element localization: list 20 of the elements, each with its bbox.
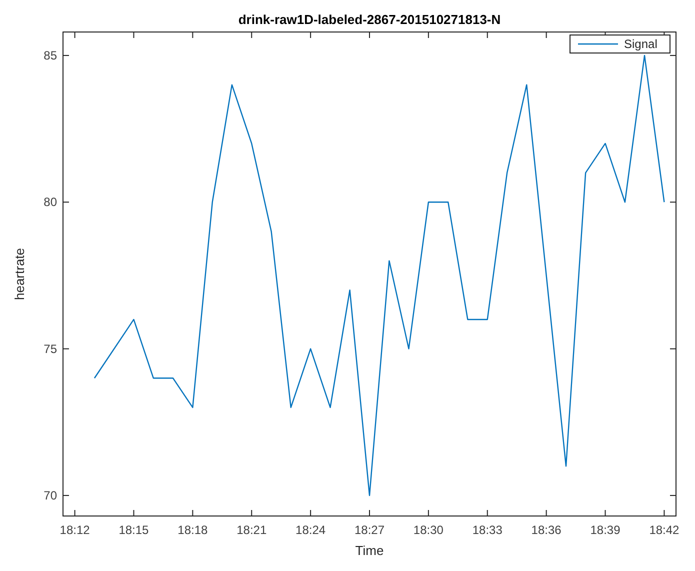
- x-tick-label: 18:27: [354, 523, 385, 537]
- x-tick-label: 18:18: [178, 523, 208, 537]
- y-tick-label: 85: [44, 48, 58, 62]
- x-tick-label: 18:15: [118, 523, 150, 537]
- y-tick-label: 70: [44, 488, 58, 502]
- y-tick-label: 75: [44, 342, 58, 356]
- x-tick-label: 18:12: [60, 523, 90, 537]
- line-series: [94, 54, 665, 496]
- x-tick-label: 18:24: [296, 523, 326, 537]
- x-tick-label: 18:30: [413, 523, 444, 537]
- x-tick-label: 18:33: [472, 523, 503, 537]
- legend-label: Signal: [624, 37, 658, 51]
- x-axis-title: Time: [355, 543, 384, 558]
- x-tick-label: 18:39: [590, 523, 621, 537]
- x-tick-label: 18:36: [531, 523, 562, 537]
- x-tick-label: 18:21: [236, 523, 267, 537]
- x-tick-label: 18:42: [649, 523, 680, 537]
- chart-title: drink-raw1D-labeled-2867-201510271813-N: [238, 12, 501, 27]
- y-axis-title: heartrate: [12, 248, 27, 300]
- y-tick-label: 80: [44, 195, 58, 210]
